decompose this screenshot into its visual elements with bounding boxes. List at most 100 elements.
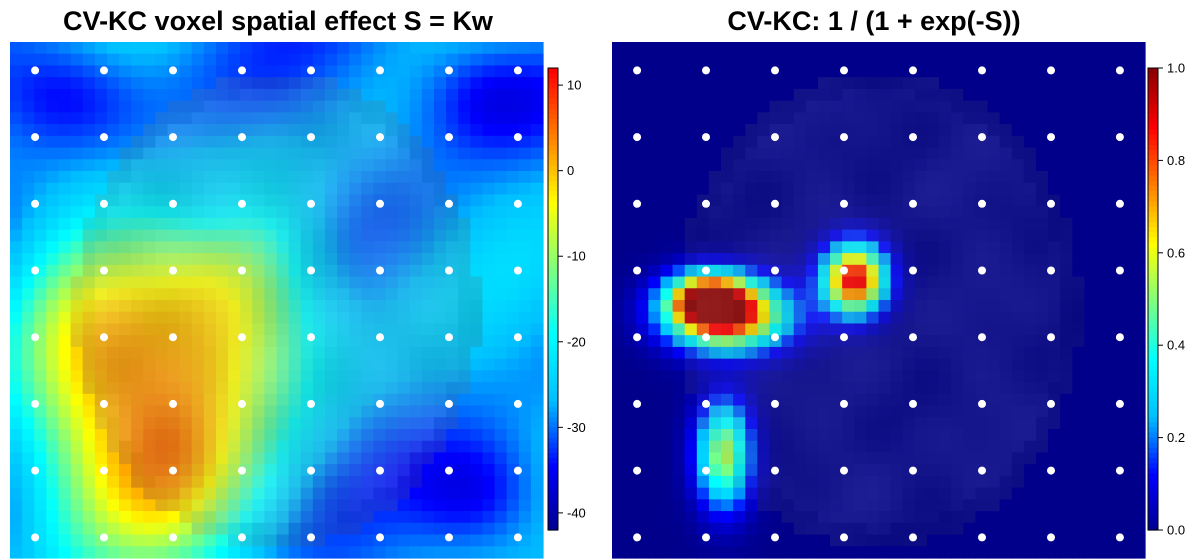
left-cell [240,253,253,266]
right-cell [1072,429,1086,442]
right-cell [612,112,625,125]
right-cell [878,346,892,360]
left-cell [70,288,84,301]
right-cell [926,100,940,113]
right-cell [963,358,977,371]
left-cell [324,417,338,430]
left-cell [191,346,205,360]
right-cell [999,194,1013,207]
right-cell [1072,522,1086,536]
left-cell [349,358,362,371]
right-cell [624,370,637,383]
right-colorbar-segment [1148,119,1158,126]
left-cell [385,65,399,78]
right-cell [648,182,662,196]
left-cell [155,77,169,90]
left-cell [252,217,265,231]
right-cell [914,241,928,254]
right-colorbar-segment [1148,109,1158,115]
right-cell [939,264,952,278]
right-cell [624,475,637,489]
right-cell [902,147,916,160]
right-cell [684,171,698,184]
left-cell [530,382,544,395]
left-cell [433,182,447,196]
right-cell [854,464,867,477]
right-colorbar-frame [1147,67,1159,531]
right-cell [721,393,734,407]
right-cell [854,124,867,137]
left-cell [264,65,278,78]
right-cell [1084,135,1098,149]
left-cell [494,288,508,301]
right-cell [902,77,916,90]
right-cell [721,124,734,137]
left-cell [70,440,84,454]
left-cell [397,65,411,78]
left-cell [34,475,47,489]
left-cell [373,217,387,231]
left-cell [458,77,471,90]
right-cell [866,206,880,219]
left-cell [179,77,193,90]
left-cell [82,382,96,395]
right-cell [636,370,649,383]
right-cell [878,88,892,102]
right-cell [684,464,698,477]
right-cell [1120,405,1134,418]
left-cell [167,346,181,360]
right-cell [684,311,698,325]
right-cell [684,217,698,231]
right-cell [1048,288,1061,301]
left-colorbar-segment [548,442,558,449]
right-cell [817,194,831,207]
right-cell [612,546,625,559]
left-cell [22,112,35,125]
left-cell [421,323,435,336]
left-cell [131,253,144,266]
left-heatmap-svg: 100-10-20-30-40 [10,42,586,559]
left-cell [518,487,532,500]
right-cell [902,53,916,67]
left-colorbar-segment [548,345,558,351]
right-cell [708,370,722,383]
left-cell [421,135,435,149]
right-cell [660,370,674,383]
left-cell [203,358,217,371]
right-cell [890,511,904,524]
right-cell [1096,276,1110,289]
left-cell [312,229,326,242]
right-cell [817,499,831,512]
right-cell [624,522,637,536]
left-cell [191,475,205,489]
right-cell [1084,206,1098,219]
left-cell [373,511,387,524]
right-cell [745,253,758,266]
left-cell [252,112,265,125]
left-cell [70,171,84,184]
left-cell [264,417,278,430]
right-cell [769,171,783,184]
right-cell [854,522,867,536]
left-cell [312,264,326,278]
right-cell [817,253,831,266]
left-colorbar-segment [548,165,558,172]
left-cell [324,346,338,360]
right-cell [999,464,1013,477]
right-cell [1011,88,1025,102]
left-cell [397,241,411,254]
left-cell [530,300,544,313]
right-cell [951,182,964,196]
right-cell [624,253,637,266]
left-colorbar-segment [548,227,558,233]
left-cell [131,382,144,395]
right-cell [636,382,649,395]
right-cell [708,135,722,149]
right-colorbar-segment [1148,186,1158,192]
left-cell [215,452,229,465]
right-cell [1011,393,1025,407]
left-cell [494,264,508,278]
left-cell [252,358,265,371]
right-cell [817,77,831,90]
right-cell [926,288,940,301]
